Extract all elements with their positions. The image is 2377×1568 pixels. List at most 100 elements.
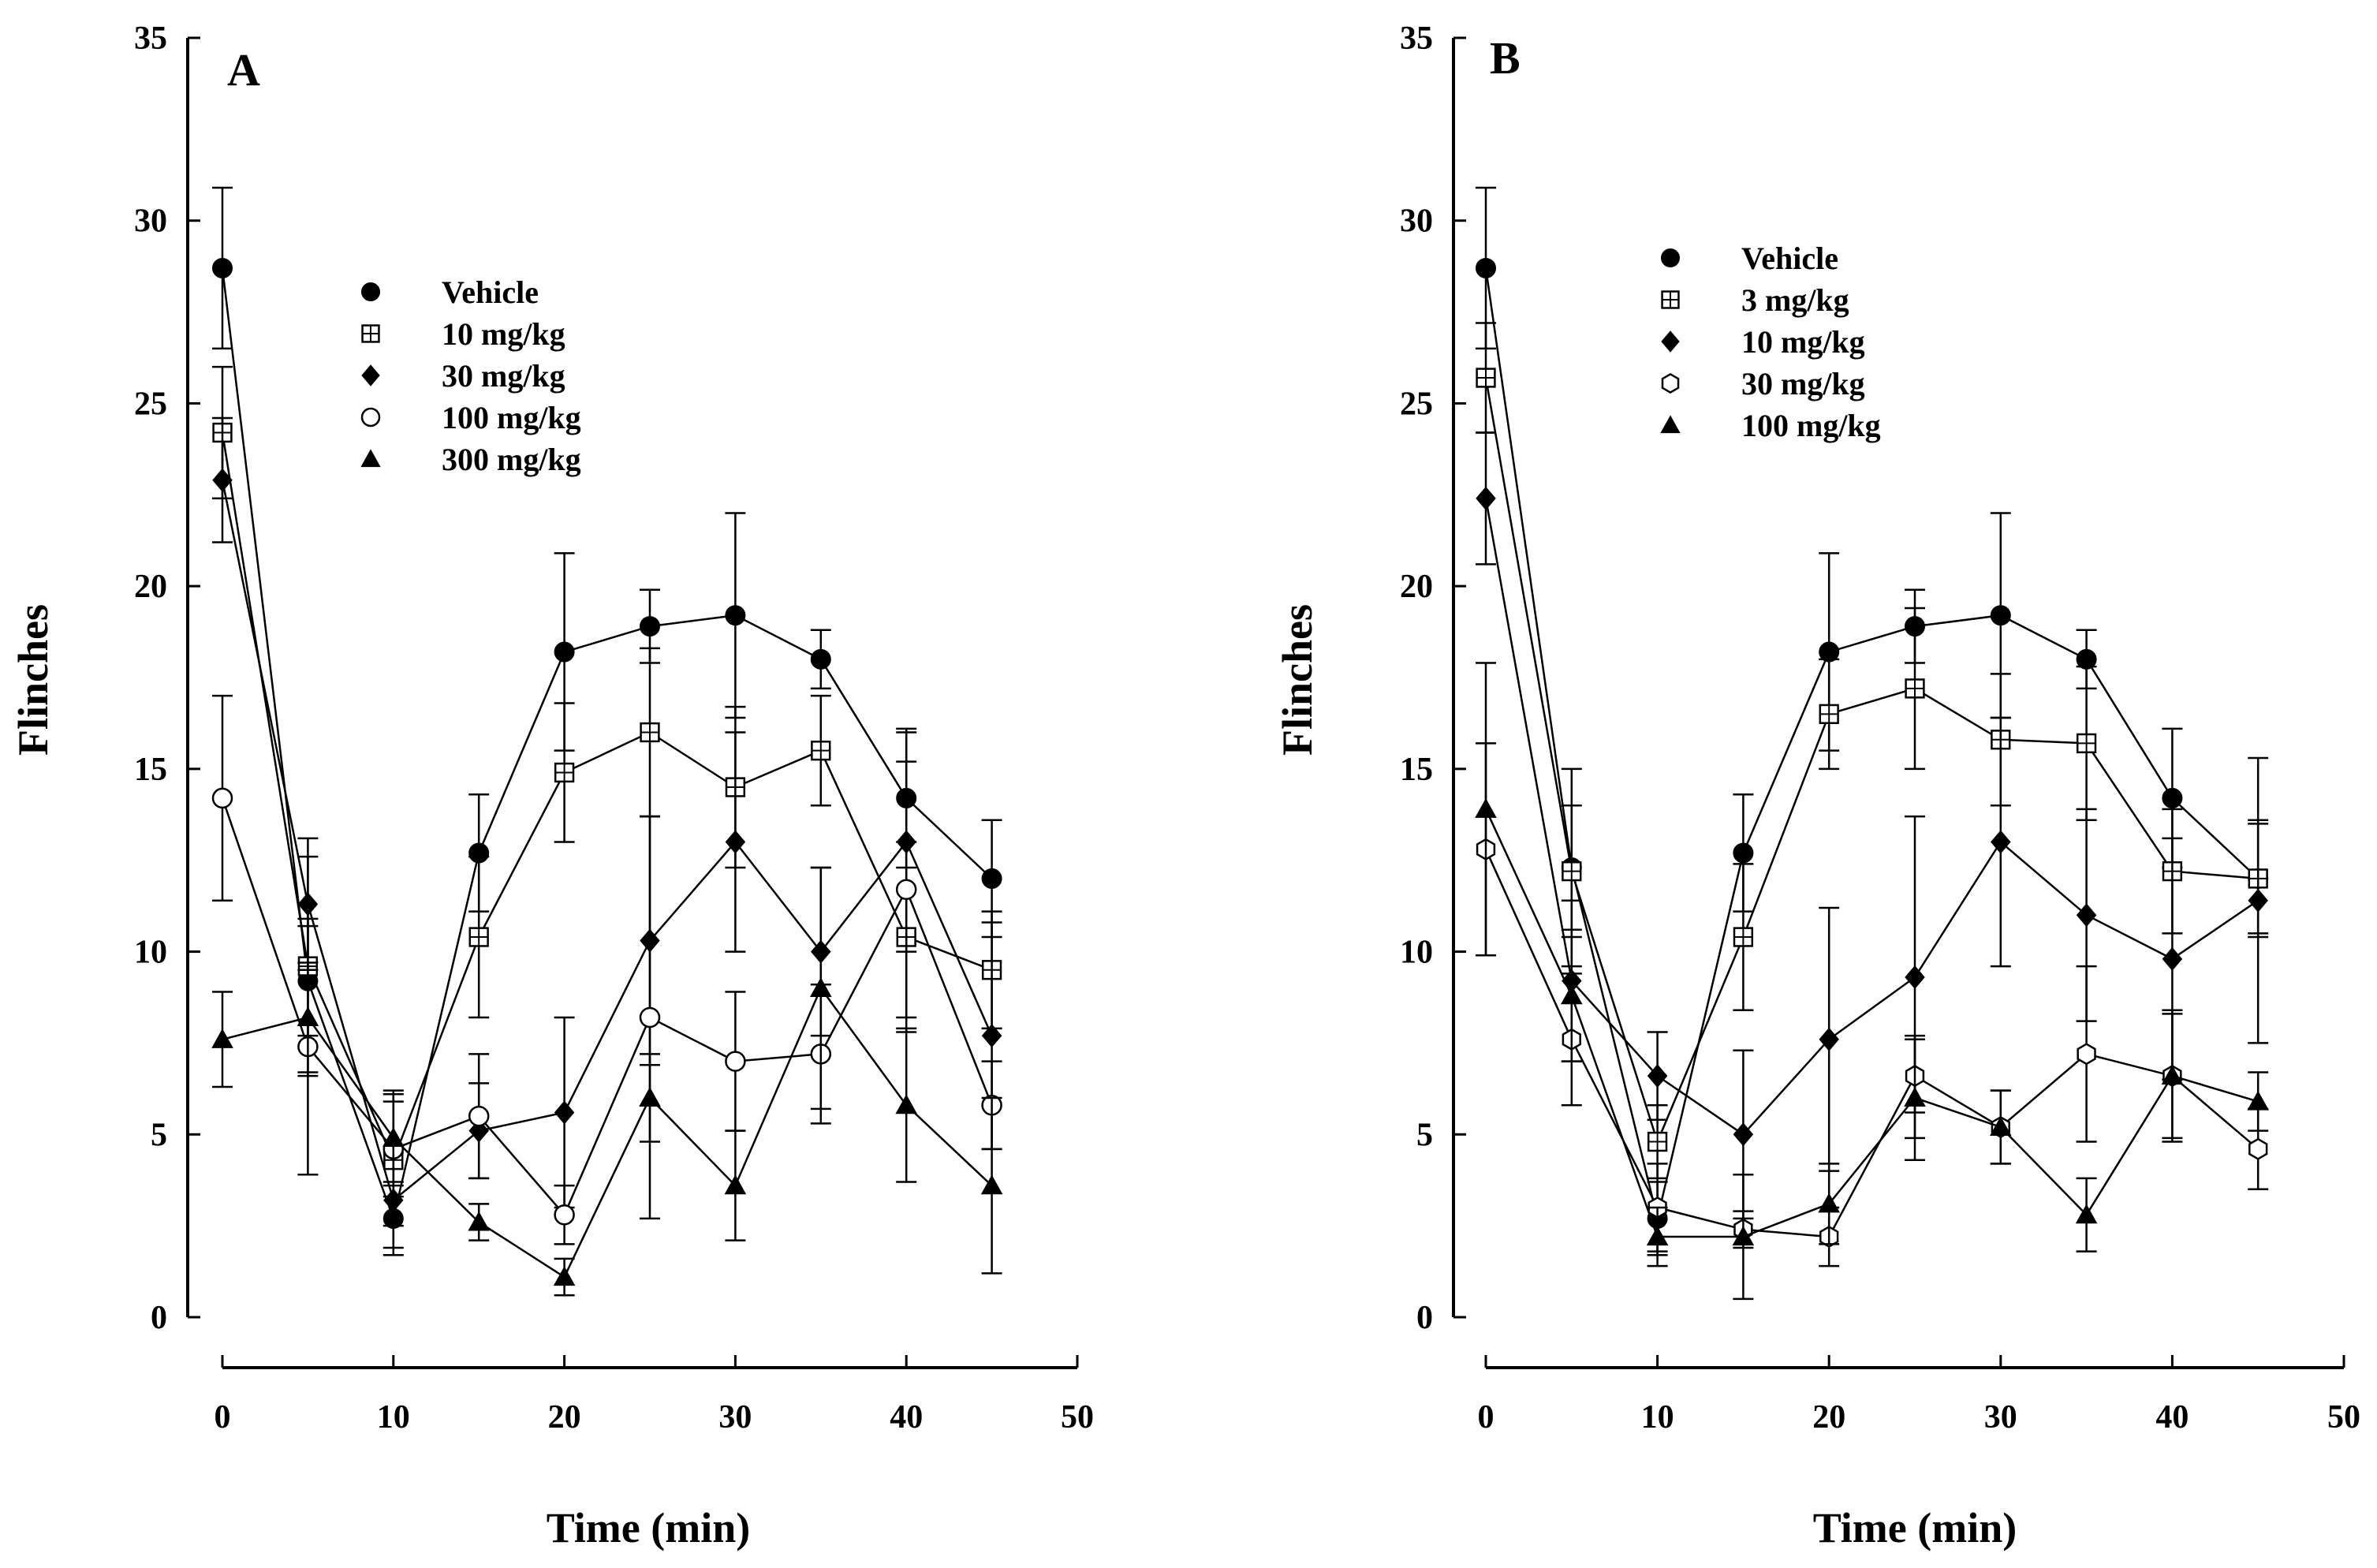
legend-item: Vehicle: [361, 274, 539, 310]
legend-label: 100 mg/kg: [442, 400, 581, 435]
data-point: [554, 1204, 575, 1226]
data-point: [468, 1105, 490, 1127]
x-tick-label: 20: [1812, 1399, 1845, 1435]
data-point: [1476, 368, 1496, 388]
y-axis-label: Flinches: [1274, 604, 1321, 756]
legend-item: 3 mg/kg: [1661, 282, 1849, 318]
series-line: [1484, 267, 2259, 1219]
x-tick-label: 40: [2155, 1399, 2189, 1435]
y-tick-label: 15: [1400, 752, 1433, 788]
data-point: [980, 1174, 1003, 1195]
data-point: [554, 762, 575, 783]
legend-label: 30 mg/kg: [1741, 366, 1865, 401]
x-tick-label: 10: [1641, 1399, 1674, 1435]
data-point: [212, 468, 233, 492]
legend-marker: [361, 364, 380, 386]
legend-label: 10 mg/kg: [442, 316, 565, 352]
data-point: [211, 1028, 233, 1048]
legend-marker: [1661, 248, 1680, 267]
data-point: [1733, 842, 1754, 864]
data-point: [553, 1266, 576, 1286]
data-point: [468, 1211, 490, 1231]
data-point: [811, 741, 831, 761]
legend-marker: [360, 407, 381, 427]
series-line: [221, 480, 993, 1202]
legend-item: 30 mg/kg: [1661, 366, 1865, 401]
data-point: [725, 605, 746, 626]
data-point: [554, 1100, 575, 1125]
legend-marker: [360, 449, 381, 468]
y-tick-label: 25: [134, 386, 167, 422]
data-point: [2247, 1090, 2269, 1111]
data-point: [810, 648, 831, 670]
series-vehicle: [212, 186, 1002, 1256]
y-tick-label: 20: [134, 569, 167, 605]
y-tick-label: 5: [1416, 1117, 1433, 1153]
data-point: [2162, 787, 2183, 808]
series-100-mg-kg: [1475, 662, 2269, 1301]
data-point: [2075, 1204, 2098, 1224]
legend-label: Vehicle: [442, 274, 539, 310]
data-point: [810, 977, 832, 997]
legend-marker: [1661, 290, 1680, 309]
data-point: [382, 1127, 405, 1147]
series-line: [221, 797, 993, 1217]
data-point: [1819, 1027, 1839, 1051]
y-tick-label: 25: [1400, 386, 1433, 422]
data-point: [1647, 1131, 1668, 1152]
data-point: [1905, 678, 1925, 699]
series-line: [222, 986, 993, 1279]
data-point: [725, 1051, 746, 1072]
data-point: [1733, 1122, 1754, 1147]
panel-a-chart: 0 5 10 15 20 25 30 35 0 10 20 30 40 50 Time (min) Flinc…: [9, 21, 1094, 1551]
series-300-mg-kg: [211, 866, 1003, 1297]
x-axis-label: Time (min): [1813, 1504, 2017, 1551]
data-point: [1733, 927, 1754, 947]
y-tick-label: 5: [151, 1117, 167, 1153]
data-point: [1647, 1064, 1668, 1088]
data-point: [1562, 861, 1582, 882]
x-tick-label: 10: [377, 1399, 410, 1435]
data-point: [724, 1174, 747, 1195]
data-point: [2248, 888, 2268, 913]
legend-label: 3 mg/kg: [1741, 282, 1849, 318]
data-point: [895, 879, 917, 901]
data-point: [1476, 486, 1496, 510]
y-tick-label: 35: [134, 21, 167, 57]
data-point: [1990, 1116, 2012, 1137]
data-point: [297, 892, 319, 917]
data-point: [981, 1024, 1002, 1048]
legend: Vehicle 3 mg/kg 10 mg/kg 30 mg/kg 100 mg/kg: [1660, 241, 1881, 443]
y-tick-label: 30: [134, 203, 167, 240]
series-30-mg-kg: [212, 416, 1002, 1249]
data-point: [1818, 1193, 1840, 1213]
legend-item: 10 mg/kg: [361, 316, 565, 352]
legend-marker: [1660, 415, 1681, 434]
x-tick-label: 0: [215, 1399, 231, 1435]
data-point: [1476, 257, 1496, 278]
data-point: [640, 616, 660, 637]
legend-item: 300 mg/kg: [360, 442, 581, 477]
legend-item: 100 mg/kg: [360, 400, 581, 435]
series-10-mg-kg: [1476, 431, 2269, 1220]
series-30-mg-kg: [1476, 742, 2269, 1267]
legend-marker: [1661, 372, 1680, 394]
legend-label: 100 mg/kg: [1741, 408, 1881, 443]
y-tick-label: 20: [1400, 569, 1433, 605]
data-point: [981, 868, 1002, 889]
legend-item: Vehicle: [1661, 241, 1838, 276]
legend-label: 10 mg/kg: [1741, 324, 1865, 360]
x-tick-label: 20: [548, 1399, 581, 1435]
series-10-mg-kg: [212, 365, 1002, 1227]
series-line: [1484, 808, 2259, 1238]
data-point: [639, 1087, 661, 1107]
y-tick-label: 10: [1400, 935, 1433, 971]
data-point: [2162, 946, 2183, 971]
legend-item: 10 mg/kg: [1661, 324, 1865, 360]
series-line: [221, 432, 993, 1163]
y-tick-label: 15: [134, 752, 167, 788]
data-point: [212, 257, 233, 278]
data-point: [1990, 605, 2011, 626]
data-point: [1561, 984, 1583, 1005]
